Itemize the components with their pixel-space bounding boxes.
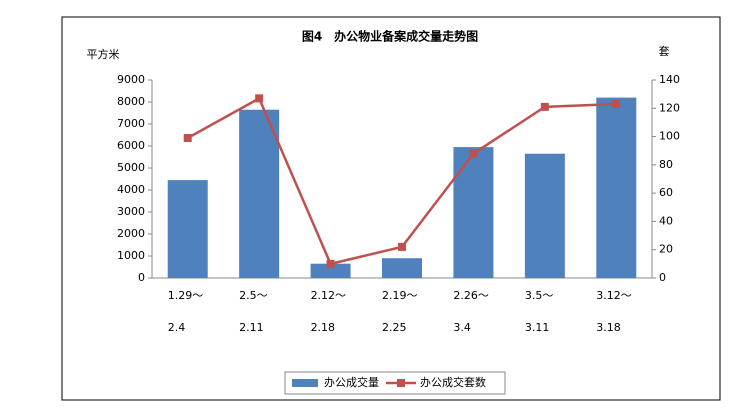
y-tick-label: 7000 [117, 117, 145, 130]
x-tick-label: 2.25 [382, 321, 407, 334]
x-tick-label: 3.12～ [596, 289, 632, 302]
y2-tick-label: 0 [659, 271, 666, 284]
chart-title: 图4 办公物业备案成交量走势图 [302, 29, 478, 44]
y-tick-label: 4000 [117, 183, 145, 196]
x-tick-label: 2.4 [168, 321, 186, 334]
y-tick-label: 0 [138, 271, 145, 284]
x-tick-label: 3.18 [596, 321, 621, 334]
x-tick-label: 3.11 [525, 321, 550, 334]
y-tick-label: 9000 [117, 73, 145, 86]
x-tick-label: 2.12～ [311, 289, 347, 302]
bar [596, 97, 637, 278]
x-tick-label: 2.18 [311, 321, 336, 334]
x-tick-label: 2.26～ [453, 289, 489, 302]
y-tick-label: 1000 [117, 249, 145, 262]
point [183, 133, 192, 142]
y2-tick-label: 20 [659, 243, 673, 256]
point [469, 149, 478, 158]
bar [167, 180, 208, 278]
y-tick-label: 6000 [117, 139, 145, 152]
legend-label: 办公成交套数 [420, 375, 486, 389]
bar [239, 109, 280, 278]
y-tick-label: 3000 [117, 205, 145, 218]
y2-tick-label: 40 [659, 214, 673, 227]
legend-marker [397, 379, 405, 387]
y2-tick-label: 80 [659, 158, 673, 171]
point [612, 100, 621, 109]
y2-tick-label: 60 [659, 186, 673, 199]
point [326, 259, 335, 268]
x-tick-label: 3.5～ [525, 289, 554, 302]
y-tick-label: 5000 [117, 161, 145, 174]
x-tick-label: 2.11 [239, 321, 264, 334]
legend-label: 办公成交量 [324, 375, 379, 389]
bar [310, 263, 351, 278]
bar [524, 153, 565, 278]
y2-tick-label: 120 [659, 101, 680, 114]
x-tick-label: 1.29～ [168, 289, 204, 302]
point [540, 102, 549, 111]
y-tick-label: 2000 [117, 227, 145, 240]
y2-axis-label: 套 [659, 45, 670, 58]
y2-tick-label: 100 [659, 130, 680, 143]
x-tick-label: 3.4 [453, 321, 471, 334]
bar [453, 147, 494, 278]
legend-swatch [292, 379, 318, 387]
point [398, 242, 406, 251]
y2-tick-label: 140 [659, 73, 680, 86]
x-tick-label: 2.5～ [239, 289, 268, 302]
point [255, 94, 264, 103]
y-tick-label: 8000 [117, 95, 145, 108]
bar [382, 258, 422, 278]
y-axis-label: 平方米 [87, 47, 120, 61]
x-tick-label: 2.19～ [382, 289, 418, 302]
